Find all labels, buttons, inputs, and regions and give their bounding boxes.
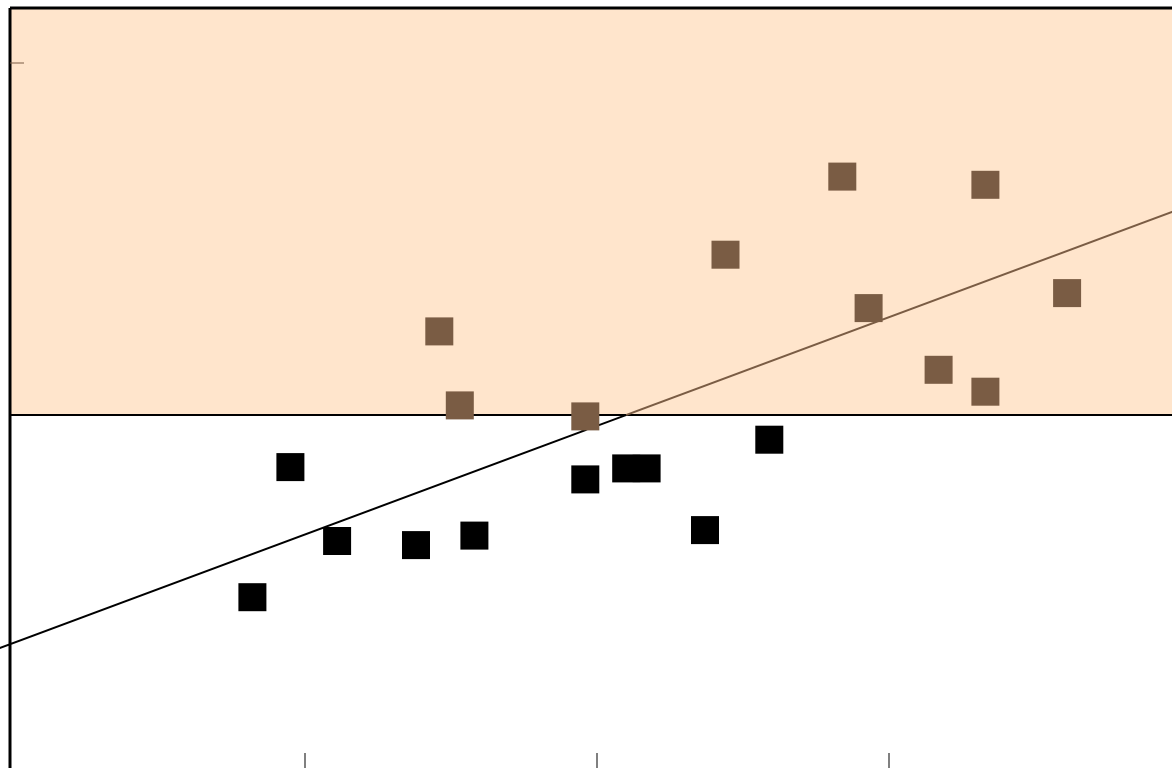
point-above [571,402,600,431]
x-tick-marks [304,753,890,768]
point-below [276,453,305,482]
point-above [924,355,953,384]
point-below [632,454,661,483]
trend-line-below [0,414,627,650]
point-above [971,377,1000,406]
point-below [571,465,600,494]
data-points [238,162,1082,612]
point-above [425,317,454,346]
point-above [1053,279,1082,308]
point-below [755,425,784,454]
point-below [460,521,489,550]
point-above [854,294,883,323]
point-below [238,583,267,612]
point-above [971,170,1000,199]
point-above [828,162,857,191]
point-above [445,391,474,420]
point-below [323,527,352,555]
above-threshold-band [10,8,1172,415]
point-below [691,516,719,545]
point-above [711,240,740,269]
trend-line-above [625,210,1172,416]
point-below [402,531,430,560]
